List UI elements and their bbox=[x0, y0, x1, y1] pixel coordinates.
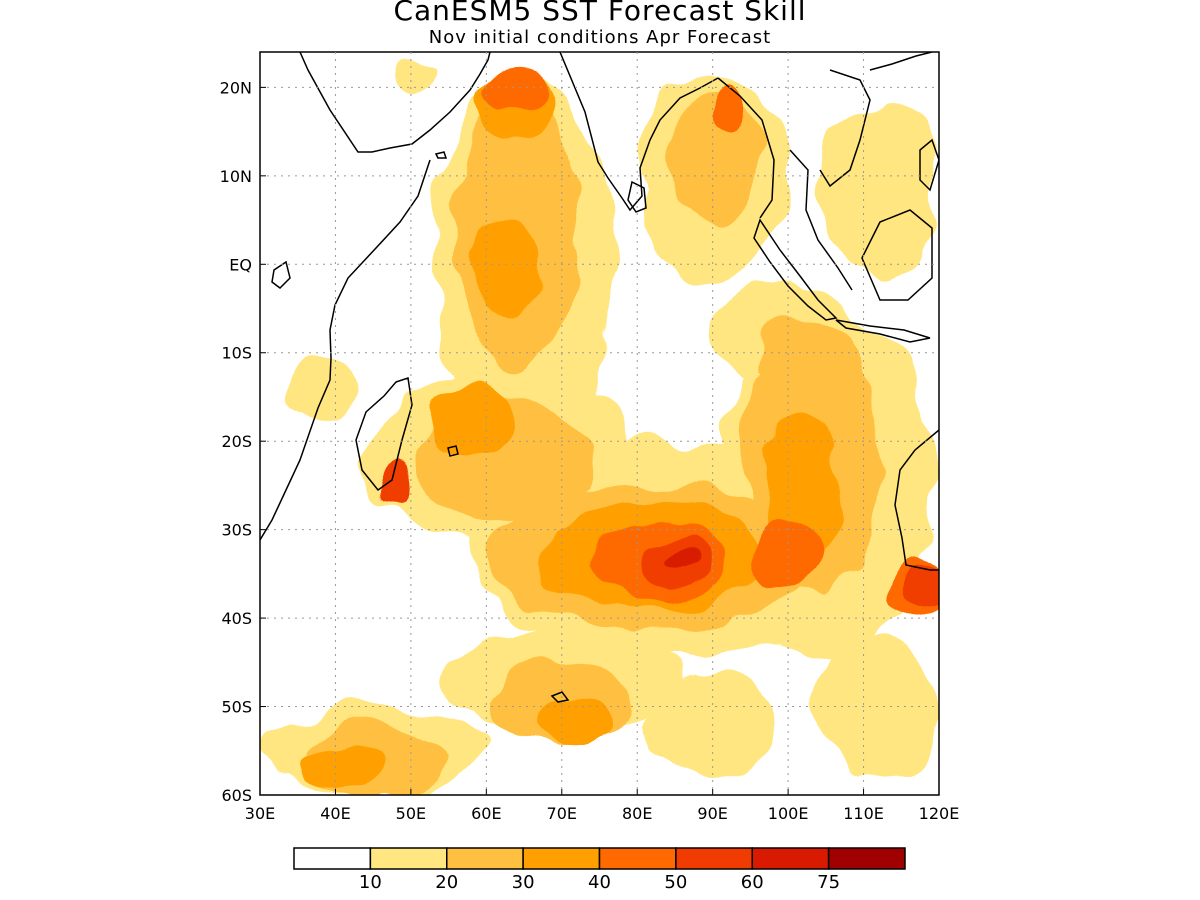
skill-region-level-1 bbox=[818, 105, 939, 282]
colorbar-swatch bbox=[369, 847, 448, 870]
x-tick-label: 50E bbox=[396, 804, 426, 823]
africa-coast bbox=[299, 52, 491, 153]
colorbar-label: 40 bbox=[588, 872, 611, 893]
colorbar-swatch bbox=[598, 847, 677, 870]
colorbar-swatch bbox=[675, 847, 753, 870]
south-china-coast bbox=[869, 52, 933, 71]
x-tick-label: 70E bbox=[547, 804, 577, 823]
y-tick-label: 60S bbox=[221, 786, 252, 805]
x-tick-label: 110E bbox=[843, 804, 884, 823]
java bbox=[835, 319, 931, 343]
skill-region-level-3 bbox=[425, 388, 517, 459]
colorbar-label: 50 bbox=[664, 872, 687, 893]
mauritius bbox=[447, 445, 459, 457]
gridlines bbox=[260, 52, 939, 795]
x-tick-label: 120E bbox=[919, 804, 960, 823]
skill-region-level-3 bbox=[290, 750, 381, 787]
skill-shading bbox=[260, 52, 939, 795]
colorbar-label: 20 bbox=[435, 872, 458, 893]
malay-peninsula bbox=[789, 149, 853, 291]
y-tick-label: 20N bbox=[220, 78, 252, 97]
australia-coast bbox=[894, 429, 939, 571]
colorbar-label: 30 bbox=[512, 872, 535, 893]
coastlines bbox=[260, 52, 939, 703]
x-tick-label: 90E bbox=[697, 804, 727, 823]
colorbar-swatch bbox=[446, 847, 524, 870]
skill-region-level-3 bbox=[471, 220, 547, 309]
borneo bbox=[861, 209, 933, 301]
maldives-islands bbox=[271, 260, 291, 289]
x-tick-label: 80E bbox=[622, 804, 652, 823]
skill-region-level-1 bbox=[818, 635, 939, 778]
page-title: CanESM5 SST Forecast Skill bbox=[393, 0, 807, 27]
skill-region-level-4 bbox=[486, 60, 547, 114]
somalia-coast bbox=[260, 159, 431, 541]
y-tick-label: 40S bbox=[221, 609, 252, 628]
india-coast bbox=[559, 52, 719, 212]
x-axis: 30E 40E 50E 60E 70E 80E 90E 100E 110E 120E bbox=[245, 789, 960, 823]
y-tick-label: 10N bbox=[220, 167, 252, 186]
colorbar-label: 10 bbox=[359, 872, 382, 893]
myanmar-coast bbox=[717, 77, 775, 219]
x-tick-label: 60E bbox=[471, 804, 501, 823]
skill-region-level-2 bbox=[750, 317, 857, 389]
x-tick-label: 100E bbox=[768, 804, 809, 823]
colorbar-swatch bbox=[522, 847, 601, 870]
colorbar-label: 60 bbox=[741, 872, 764, 893]
y-tick-label: EQ bbox=[229, 255, 252, 274]
philippines bbox=[919, 138, 939, 192]
plot-frame bbox=[259, 51, 940, 796]
y-tick-label: 20S bbox=[221, 432, 252, 451]
socotra bbox=[434, 151, 448, 159]
vietnam-coast bbox=[819, 69, 871, 188]
x-tick-label: 30E bbox=[245, 804, 275, 823]
skill-region-level-5 bbox=[901, 573, 939, 610]
colorbar: 10 20 30 40 50 60 75 bbox=[293, 847, 906, 893]
y-axis: 20N 10N EQ 10S 20S 30S 40S 50S 60S bbox=[220, 78, 266, 805]
y-tick-label: 50S bbox=[221, 698, 252, 717]
y-tick-label: 10S bbox=[221, 344, 252, 363]
skill-region-level-1 bbox=[290, 352, 351, 424]
colorbar-swatch bbox=[827, 847, 906, 870]
skill-region-level-3 bbox=[539, 697, 615, 751]
colorbar-swatch bbox=[751, 847, 830, 870]
colorbar-label: 75 bbox=[817, 872, 840, 893]
colorbar-swatch bbox=[293, 847, 372, 870]
skill-region-level-5 bbox=[384, 463, 408, 508]
skill-region-level-1 bbox=[388, 52, 434, 88]
sri-lanka bbox=[627, 180, 647, 213]
y-tick-label: 30S bbox=[221, 521, 252, 540]
sumatra bbox=[753, 218, 838, 321]
skill-region-level-3 bbox=[765, 414, 841, 557]
skill-region-level-6 bbox=[667, 554, 698, 576]
kerguelen bbox=[550, 691, 570, 703]
x-tick-label: 40E bbox=[320, 804, 350, 823]
page-subtitle: Nov initial conditions Apr Forecast bbox=[428, 27, 772, 48]
